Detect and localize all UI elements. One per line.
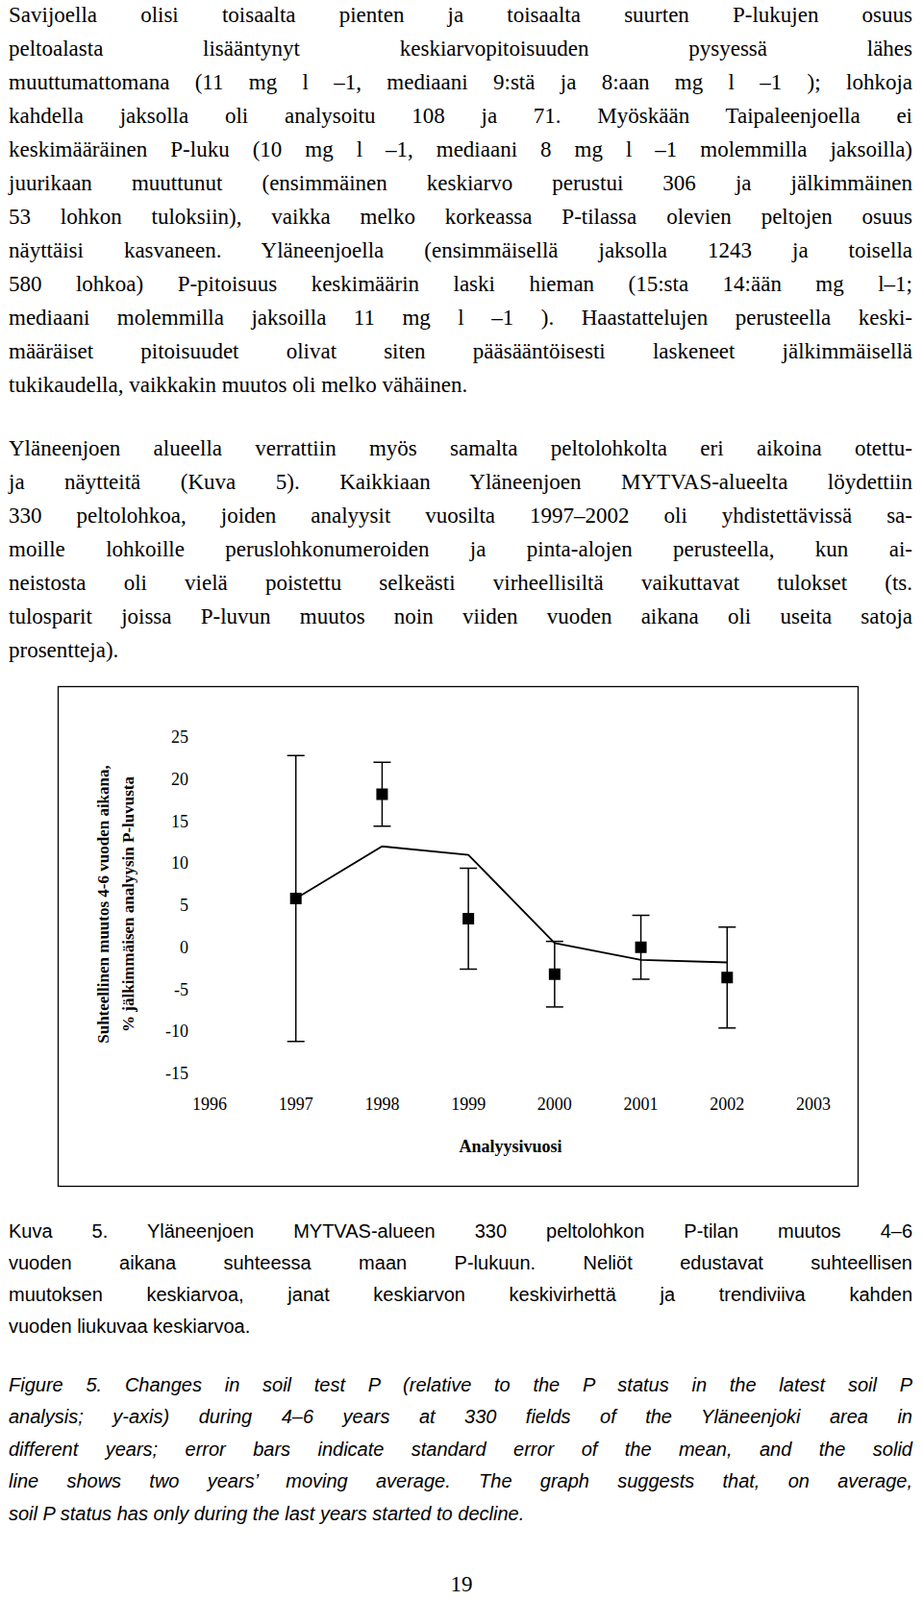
paragraph-line: 53 lohkon tuloksiin), vaikka melko korke… bbox=[8, 203, 913, 231]
moving-average-line bbox=[296, 847, 728, 964]
caption-en-line: different years; error bars indicate sta… bbox=[8, 1437, 913, 1463]
error-bar-cap bbox=[373, 762, 391, 765]
x-tick-label: 1999 bbox=[450, 1095, 486, 1115]
caption-fi-line: muutoksen keskiarvoa, janat keskiarvon k… bbox=[8, 1282, 913, 1308]
paragraph-line: tukikaudella, vaikkakin muutos oli melko… bbox=[8, 372, 913, 400]
paragraph-line: neistosta oli vielä poistettu selkeästi … bbox=[8, 570, 913, 598]
mean-marker bbox=[462, 913, 474, 925]
y-tick-label: 5 bbox=[179, 896, 189, 916]
x-tick-label: 2003 bbox=[796, 1095, 831, 1115]
mean-marker bbox=[375, 789, 388, 801]
caption-fi-line: vuoden aikana suhteessa maan P-lukuun. N… bbox=[8, 1250, 913, 1276]
x-tick-label: 1996 bbox=[192, 1095, 227, 1115]
paragraph-line: juurikaan muuttunut (ensimmäinen keskiar… bbox=[8, 170, 913, 198]
paragraph-line: 580 lohkoa) P-pitoisuus keskimäärin lask… bbox=[8, 271, 913, 299]
caption-en-line: soil P status has only during the last y… bbox=[8, 1501, 913, 1527]
paragraph-line: moille lohkoille peruslohkonumeroiden ja… bbox=[8, 536, 913, 564]
error-bar bbox=[632, 916, 650, 981]
y-tick-label: -5 bbox=[174, 980, 189, 1000]
y-tick-label: 15 bbox=[171, 812, 189, 832]
paragraph-line: määräiset pitoisuudet olivat siten pääsä… bbox=[8, 338, 913, 366]
paragraph-line: Savijoella olisi toisaalta pienten ja to… bbox=[8, 1, 913, 29]
paragraph-line: peltoalasta lisääntynyt keskiarvopitoisu… bbox=[8, 35, 913, 63]
error-bar-cap bbox=[373, 825, 391, 828]
y-tick-label: 20 bbox=[171, 770, 189, 790]
chart-frame bbox=[58, 687, 859, 1188]
error-bar-cap bbox=[718, 926, 736, 929]
x-tick-label: 1997 bbox=[278, 1095, 314, 1115]
paragraph-line: tulosparit joissa P-luvun muutos noin vi… bbox=[8, 603, 913, 631]
paragraph-line: mediaani molemmilla jaksoilla 11 mg l –1… bbox=[8, 304, 913, 332]
error-bar bbox=[459, 869, 477, 971]
y-tick-label: 0 bbox=[179, 938, 189, 958]
error-bar-cap bbox=[287, 1041, 305, 1044]
error-bar bbox=[718, 927, 736, 1029]
mean-marker bbox=[548, 969, 561, 981]
paragraph-line: prosentteja). bbox=[8, 637, 913, 665]
caption-fi-line: vuoden liukuvaa keskiarvoa. bbox=[8, 1314, 913, 1340]
error-bar-cap bbox=[459, 868, 477, 871]
paragraph-line: muuttumattomana (11 mg l –1, mediaani 9:… bbox=[8, 69, 913, 97]
caption-en-line: line shows two years’ moving average. Th… bbox=[8, 1469, 913, 1495]
mean-marker bbox=[635, 942, 648, 954]
paragraph-line: ja näytteitä (Kuva 5). Kaikkiaan Yläneen… bbox=[8, 469, 913, 497]
x-axis-label: Analyysivuosi bbox=[458, 1137, 562, 1157]
chart: -15 -10 -5 0 5 10 15 20 25 1996 1997 1998 1999 2000 20… bbox=[0, 0, 923, 1600]
plot-marks bbox=[287, 755, 737, 1043]
error-bar-cap bbox=[546, 1006, 564, 1009]
error-bar-cap bbox=[632, 915, 650, 918]
y-tick-label: 25 bbox=[171, 727, 189, 748]
caption-fi-line: Kuva 5. Yläneenjoen MYTVAS-alueen 330 pe… bbox=[8, 1219, 913, 1245]
paragraph-line: 330 peltolohkoa, joiden analyysit vuosil… bbox=[8, 502, 913, 530]
paragraph-line: kahdella jaksolla oli analysoitu 108 ja … bbox=[8, 102, 913, 130]
y-axis-label: Suhteellinen muutos 4-6 vuoden aikana, bbox=[94, 765, 113, 1045]
error-bar-cap bbox=[459, 969, 477, 972]
y-tick-label: -10 bbox=[165, 1022, 189, 1042]
caption-en-line: Figure 5. Changes in soil test P (relati… bbox=[8, 1372, 913, 1398]
paragraph-line: keskimääräinen P-luku (10 mg l –1, media… bbox=[8, 136, 913, 164]
x-tick-label: 2001 bbox=[623, 1095, 659, 1115]
x-tick-label: 1998 bbox=[364, 1095, 400, 1115]
error-bar-cap bbox=[718, 1027, 736, 1030]
page-number: 19 bbox=[0, 1572, 923, 1598]
caption-en-line: analysis; y-axis) during 4–6 years at 33… bbox=[8, 1404, 913, 1430]
error-bar bbox=[373, 762, 391, 827]
y-tick-label: 10 bbox=[171, 853, 189, 874]
error-bar-cap bbox=[287, 755, 305, 758]
error-bar bbox=[546, 942, 564, 1008]
x-tick-label: 2002 bbox=[709, 1095, 745, 1115]
y-axis-label: % jälkimmäisen analyysin P-luvusta bbox=[119, 776, 138, 1033]
error-bar-cap bbox=[632, 978, 650, 981]
paragraph-line: Yläneenjoen alueella verrattiin myös sam… bbox=[8, 435, 913, 463]
paragraph-line: näyttäisi kasvaneen. Yläneenjoella (ensi… bbox=[8, 237, 913, 265]
x-tick-label: 2000 bbox=[537, 1095, 573, 1115]
mean-marker bbox=[721, 972, 733, 984]
y-tick-label: -15 bbox=[165, 1064, 189, 1084]
